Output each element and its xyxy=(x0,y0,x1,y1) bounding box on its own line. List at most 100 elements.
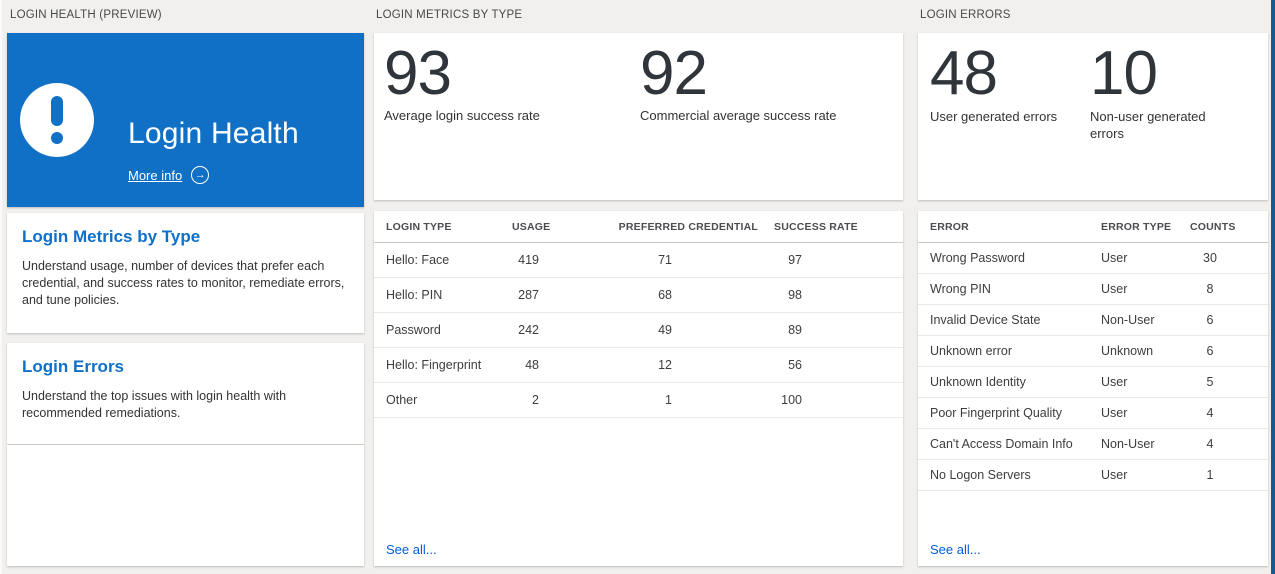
banner-title: Login Health xyxy=(128,117,299,150)
stat-label: Non-user generated errors xyxy=(1090,109,1206,141)
cell-counts: 4 xyxy=(1206,406,1214,420)
login-errors-link-tile[interactable]: Login Errors Understand the top issues w… xyxy=(7,343,364,444)
cell-success-rate: 97 xyxy=(788,253,802,267)
cell-error-type: Unknown xyxy=(1101,344,1154,358)
table-row: Unknown Identity User 5 xyxy=(918,367,1268,398)
table-row: Invalid Device State Non-User 6 xyxy=(918,305,1268,336)
table-header-row: LOGIN TYPE USAGE PREFERRED CREDENTIAL SU… xyxy=(374,211,903,243)
see-all-link[interactable]: See all... xyxy=(930,542,981,557)
login-metrics-link-description: Understand usage, number of devices that… xyxy=(22,259,345,307)
see-all-link[interactable]: See all... xyxy=(386,542,437,557)
table-row: Wrong PIN User 8 xyxy=(918,274,1268,305)
column-header-login-type: LOGIN TYPE xyxy=(386,220,452,233)
stat-average-success-rate: 93 Average login success rate xyxy=(384,39,540,124)
cell-counts: 6 xyxy=(1206,344,1214,358)
cell-error: Unknown error xyxy=(930,344,1012,358)
cell-preferred-credential: 12 xyxy=(658,358,672,372)
cell-login-type: Password xyxy=(386,323,441,337)
cell-login-type: Hello: Face xyxy=(386,253,450,267)
cell-error: Invalid Device State xyxy=(930,313,1041,327)
arrow-right-icon[interactable]: → xyxy=(191,166,210,184)
cell-error-type: User xyxy=(1101,251,1128,265)
cell-counts: 8 xyxy=(1206,282,1214,296)
stat-value: 93 xyxy=(384,39,452,108)
cell-preferred-credential: 49 xyxy=(658,323,672,337)
table-header-row: ERROR ERROR TYPE COUNTS xyxy=(918,211,1268,243)
alert-exclamation-icon xyxy=(20,83,94,157)
stat-value: 10 xyxy=(1090,39,1158,108)
table-row: Password 242 49 89 xyxy=(374,313,903,348)
cell-success-rate: 56 xyxy=(788,358,802,372)
cell-success-rate: 89 xyxy=(788,323,802,337)
cell-error-type: User xyxy=(1101,406,1128,420)
cell-error: Can't Access Domain Info xyxy=(930,437,1073,451)
stat-value: 48 xyxy=(930,39,998,108)
cell-counts: 4 xyxy=(1206,437,1214,451)
cell-error-type: Non-User xyxy=(1101,437,1155,451)
cell-error: No Logon Servers xyxy=(930,468,1031,482)
more-info-link[interactable]: More info → xyxy=(128,166,210,184)
cell-preferred-credential: 1 xyxy=(665,393,672,407)
login-errors-stats-tile: 48 User generated errors 10 Non-user gen… xyxy=(918,33,1268,200)
cell-login-type: Hello: PIN xyxy=(386,288,443,302)
table-row: No Logon Servers User 1 xyxy=(918,460,1268,491)
column-header-error-type: ERROR TYPE xyxy=(1101,220,1172,233)
login-metrics-column: LOGIN METRICS BY TYPE 93 Average login s… xyxy=(374,0,903,574)
login-metrics-stats-tile: 93 Average login success rate 92 Commerc… xyxy=(374,33,903,200)
stat-non-user-generated-errors: 10 Non-user generated errors xyxy=(1090,43,1230,142)
cell-login-type: Other xyxy=(386,393,418,407)
cell-error: Wrong Password xyxy=(930,251,1025,265)
stat-label: Average login success rate xyxy=(384,108,540,123)
empty-tile xyxy=(7,445,364,566)
login-errors-link-title[interactable]: Login Errors xyxy=(22,357,125,376)
login-metrics-table-tile: LOGIN TYPE USAGE PREFERRED CREDENTIAL SU… xyxy=(374,211,903,566)
column-header-preferred-credential: PREFERRED CREDENTIAL xyxy=(618,220,758,233)
stat-label: Commercial average success rate xyxy=(640,108,837,123)
next-blade-edge xyxy=(1271,0,1275,574)
column-header-usage: USAGE xyxy=(512,220,551,233)
section-title-login-errors: LOGIN ERRORS xyxy=(920,9,1011,21)
cell-usage: 242 xyxy=(518,323,539,337)
cell-error: Wrong PIN xyxy=(930,282,991,296)
more-info-label[interactable]: More info xyxy=(128,167,183,183)
table-row: Poor Fingerprint Quality User 4 xyxy=(918,398,1268,429)
exclamation-bar xyxy=(51,96,63,126)
login-health-banner-tile[interactable]: Login Health More info → xyxy=(7,33,364,207)
login-errors-table-tile: ERROR ERROR TYPE COUNTS Wrong Password U… xyxy=(918,211,1268,566)
cell-error-type: Non-User xyxy=(1101,313,1155,327)
exclamation-dot xyxy=(51,132,63,144)
cell-counts: 1 xyxy=(1206,468,1214,482)
cell-error: Poor Fingerprint Quality xyxy=(930,406,1063,420)
table-row: Can't Access Domain Info Non-User 4 xyxy=(918,429,1268,460)
login-metrics-link-title[interactable]: Login Metrics by Type xyxy=(22,227,201,246)
cell-login-type: Hello: Fingerprint xyxy=(386,358,482,372)
cell-error: Unknown Identity xyxy=(930,375,1026,389)
stat-user-generated-errors: 48 User generated errors xyxy=(930,43,1057,125)
login-errors-column: LOGIN ERRORS 48 User generated errors 10… xyxy=(918,0,1268,574)
cell-usage: 419 xyxy=(518,253,539,267)
table-row: Hello: PIN 287 68 98 xyxy=(374,278,903,313)
table-row: Other 2 1 100 xyxy=(374,383,903,418)
cell-success-rate: 98 xyxy=(788,288,802,302)
blade-left-edge xyxy=(0,0,2,574)
cell-counts: 6 xyxy=(1206,313,1214,327)
cell-preferred-credential: 71 xyxy=(658,253,672,267)
cell-usage: 287 xyxy=(518,288,539,302)
table-row: Unknown error Unknown 6 xyxy=(918,336,1268,367)
column-header-success-rate: SUCCESS RATE xyxy=(774,220,858,233)
login-health-column: LOGIN HEALTH (PREVIEW) Login Health More… xyxy=(7,0,364,574)
login-metrics-link-tile[interactable]: Login Metrics by Type Understand usage, … xyxy=(7,213,364,333)
stat-value: 92 xyxy=(640,39,708,108)
table-row: Wrong Password User 30 xyxy=(918,243,1268,274)
cell-counts: 5 xyxy=(1206,375,1214,389)
cell-error-type: User xyxy=(1101,282,1128,296)
cell-error-type: User xyxy=(1101,375,1128,389)
cell-usage: 2 xyxy=(532,393,539,407)
column-header-counts: COUNTS xyxy=(1190,220,1236,233)
section-title-login-metrics: LOGIN METRICS BY TYPE xyxy=(376,9,523,21)
column-header-error: ERROR xyxy=(930,220,969,233)
stat-commercial-success-rate: 92 Commercial average success rate xyxy=(640,39,837,124)
cell-success-rate: 100 xyxy=(781,393,802,407)
cell-counts: 30 xyxy=(1203,251,1217,265)
cell-error-type: User xyxy=(1101,468,1128,482)
